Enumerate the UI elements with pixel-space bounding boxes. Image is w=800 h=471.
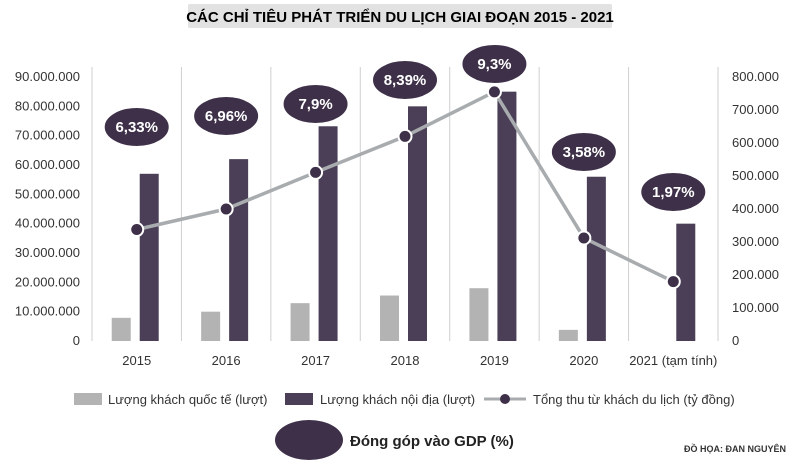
bar-international: [111, 317, 131, 341]
y-right-tick-label: 0: [732, 333, 739, 348]
gdp-bubble: [639, 171, 708, 213]
gdp-bubble: [102, 106, 171, 148]
bar-domestic: [676, 223, 696, 341]
gdp-bubble: [192, 95, 261, 137]
gdp-bubble: [371, 59, 439, 101]
revenue-point: [488, 86, 500, 98]
legend-label-domestic: Lượng khách nội địa (lượt): [320, 392, 475, 407]
y-left-tick-label: 90.000.000: [15, 69, 80, 84]
legend: Lượng khách quốc tế (lượt) Lượng khách nộ…: [74, 392, 735, 460]
bar-domestic: [408, 106, 427, 341]
gdp-bubble-label: 7,9%: [298, 96, 332, 113]
legend-label-gdp: Đóng góp vào GDP (%): [350, 433, 514, 450]
bar-domestic: [586, 176, 606, 341]
revenue-point: [131, 224, 143, 236]
revenue-point: [667, 276, 679, 288]
gdp-bubble-label: 3,58%: [563, 144, 606, 161]
gdp-bubble-label: 6,33%: [115, 119, 158, 136]
y-left-tick-label: 70.000.000: [15, 128, 80, 143]
gdp-bubble-label: 9,3%: [477, 56, 511, 73]
y-left-tick-label: 10.000.000: [15, 304, 80, 319]
legend-label-revenue: Tổng thu từ khách du lịch (tỷ đồng): [533, 392, 735, 407]
y-left-tick-label: 0: [73, 333, 80, 348]
x-tick-label: 2021 (tạm tính): [629, 353, 717, 368]
bars-layer: [111, 91, 696, 342]
revenue-point: [578, 232, 590, 244]
y-right-tick-label: 100.000: [732, 300, 779, 315]
bar-international: [290, 303, 310, 341]
revenue-point: [220, 203, 232, 215]
x-tick-label: 2019: [480, 353, 509, 368]
y-right-tick-label: 600.000: [732, 135, 779, 150]
bar-international: [380, 295, 399, 341]
gdp-bubble-label: 8,39%: [384, 72, 427, 89]
bar-international: [201, 311, 221, 341]
y-left-tick-label: 30.000.000: [15, 245, 80, 260]
legend-swatch-international: [74, 393, 102, 405]
axes-layer: 0 10.000.000 20.000.000 30.000.000 40.000.00…: [15, 69, 779, 368]
gdp-bubble: [549, 131, 618, 173]
y-left-tick-label: 20.000.000: [15, 274, 80, 289]
y-right-tick-label: 700.000: [732, 102, 779, 117]
y-right-tick-label: 300.000: [732, 234, 779, 249]
bar-domestic: [318, 126, 338, 341]
line-layer: [129, 84, 681, 290]
legend-swatch-domestic: [285, 393, 313, 405]
x-tick-label: 2017: [301, 353, 330, 368]
title-banner: [188, 4, 612, 28]
grid-lines: [91, 67, 719, 341]
x-tick-label: 2015: [122, 353, 151, 368]
gdp-bubble-label: 1,97%: [652, 184, 695, 201]
gdp-bubbles-layer: 6,33% 6,96% 7,9% 8,39% 9,3% 3,58% 1,97%: [102, 43, 708, 213]
gdp-bubble-label: 6,96%: [205, 108, 248, 125]
bar-international: [558, 329, 578, 341]
bar-domestic: [229, 159, 249, 341]
gdp-bubble: [281, 83, 350, 125]
y-left-tick-label: 60.000.000: [15, 157, 80, 172]
x-tick-label: 2020: [569, 353, 598, 368]
credit-text: ĐỒ HỌA: ĐAN NGUYÊN: [684, 443, 786, 454]
chart-title: CÁC CHỈ TIÊU PHÁT TRIỂN DU LỊCH GIAI ĐOẠ…: [186, 8, 614, 26]
y-right-tick-label: 400.000: [732, 201, 779, 216]
y-left-tick-label: 40.000.000: [15, 216, 80, 231]
y-left-tick-label: 50.000.000: [15, 186, 80, 201]
y-right-tick-label: 500.000: [732, 168, 779, 183]
x-tick-label: 2016: [212, 353, 241, 368]
y-right-tick-label: 200.000: [732, 267, 779, 282]
revenue-point: [399, 130, 411, 142]
gdp-bubble: [460, 43, 529, 85]
y-left-tick-label: 80.000.000: [15, 98, 80, 113]
y-right-tick-label: 800.000: [732, 69, 779, 84]
legend-swatch-gdp: [275, 420, 343, 460]
legend-label-international: Lượng khách quốc tế (lượt): [108, 392, 267, 407]
legend-swatch-revenue-dot: [500, 394, 510, 404]
x-tick-label: 2018: [391, 353, 420, 368]
bar-international: [469, 288, 489, 341]
revenue-point: [310, 166, 322, 178]
bar-domestic: [497, 91, 517, 342]
bar-domestic: [139, 173, 159, 341]
